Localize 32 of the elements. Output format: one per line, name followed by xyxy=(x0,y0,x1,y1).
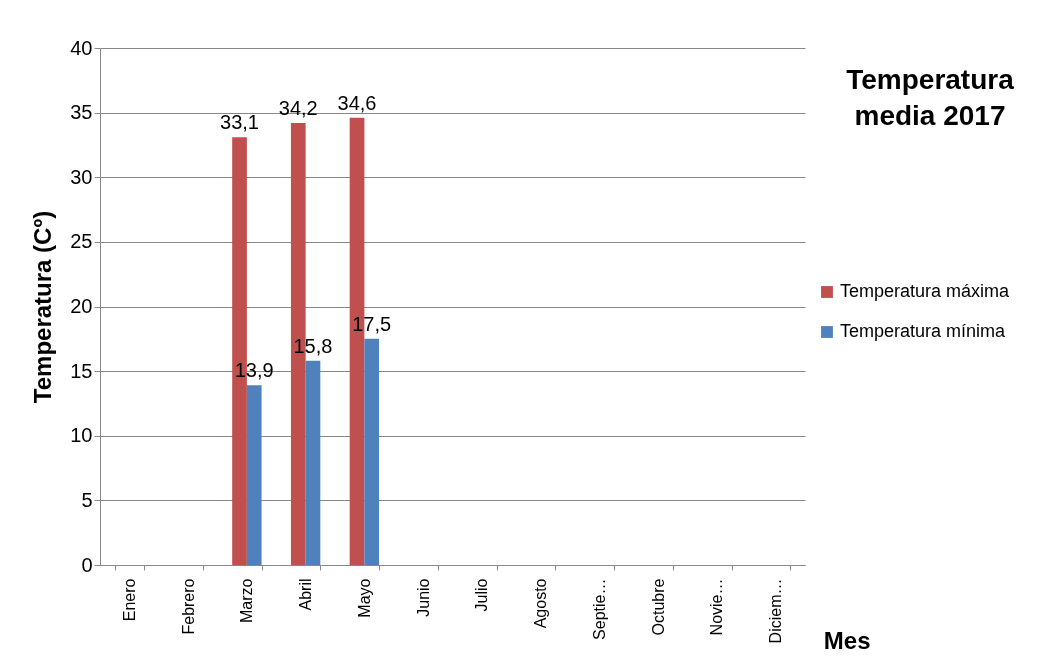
y-axis-title: Temperatura (Cº) xyxy=(29,210,57,404)
x-tick-label: Julio xyxy=(473,578,491,612)
x-tick-label: Mayo xyxy=(355,578,373,618)
text: Temperatura media 2017 xyxy=(845,63,1015,133)
legend-label: Temperatura máxima xyxy=(840,281,1011,301)
x-tick-label: Abril xyxy=(297,578,315,611)
y-tick-label: 20 xyxy=(70,295,93,317)
x-tick-label: Marzo xyxy=(238,578,256,623)
x-tick-label: Diciem… xyxy=(767,578,785,644)
x-tick-label: Febrero xyxy=(179,578,197,635)
y-tick-label: 5 xyxy=(81,488,93,511)
data-label: 34,6 xyxy=(337,91,377,114)
y-tick-label: 15 xyxy=(70,359,93,382)
data-label: 33,1 xyxy=(220,111,259,134)
x-tick-label: Octubre xyxy=(649,578,667,636)
y-tick-label: 40 xyxy=(70,36,93,59)
x-tick-label: Septie… xyxy=(590,578,608,640)
bar xyxy=(246,385,262,565)
y-tick-label: 0 xyxy=(81,553,93,576)
y-tick-label: 10 xyxy=(70,424,93,447)
data-label: 34,2 xyxy=(278,96,318,119)
y-tick-label: 25 xyxy=(70,230,93,253)
y-tick-label: 30 xyxy=(70,165,93,188)
x-tick-label: Agosto xyxy=(532,578,550,629)
y-tick-label: 35 xyxy=(70,101,93,124)
legend-label: Temperatura mínima xyxy=(840,321,1007,341)
x-axis-title: Mes xyxy=(823,626,871,654)
x-tick-label: Junio xyxy=(414,578,432,617)
x-tick-label: Novie… xyxy=(708,578,726,636)
x-tick-label: Enero xyxy=(120,578,138,622)
bar xyxy=(305,360,321,565)
bar xyxy=(364,338,380,565)
